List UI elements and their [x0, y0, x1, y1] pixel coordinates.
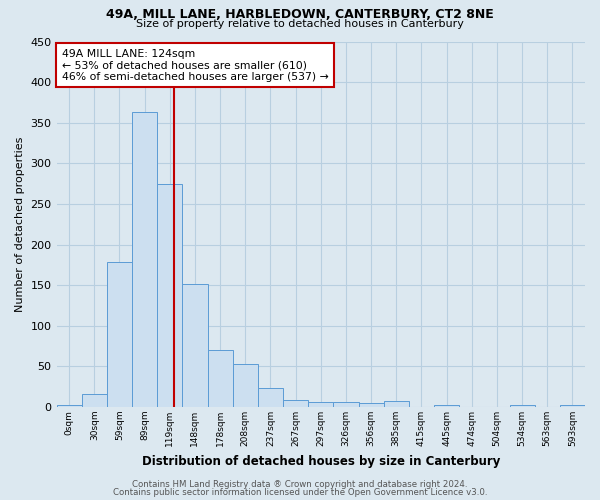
Bar	[383, 402, 409, 407]
Bar	[308, 402, 334, 407]
Text: 49A MILL LANE: 124sqm
← 53% of detached houses are smaller (610)
46% of semi-det: 49A MILL LANE: 124sqm ← 53% of detached …	[62, 49, 329, 82]
Bar	[509, 406, 535, 407]
Bar	[56, 406, 82, 407]
Bar	[434, 406, 459, 407]
Bar	[182, 284, 208, 407]
Bar	[334, 402, 359, 407]
Bar	[233, 364, 258, 407]
Y-axis label: Number of detached properties: Number of detached properties	[15, 136, 25, 312]
Bar	[283, 400, 308, 407]
Bar	[560, 404, 585, 407]
Bar	[258, 388, 283, 407]
Text: 49A, MILL LANE, HARBLEDOWN, CANTERBURY, CT2 8NE: 49A, MILL LANE, HARBLEDOWN, CANTERBURY, …	[106, 8, 494, 20]
Text: Contains HM Land Registry data ® Crown copyright and database right 2024.: Contains HM Land Registry data ® Crown c…	[132, 480, 468, 489]
X-axis label: Distribution of detached houses by size in Canterbury: Distribution of detached houses by size …	[142, 454, 500, 468]
Bar	[132, 112, 157, 407]
Bar	[157, 184, 182, 407]
Bar	[107, 262, 132, 407]
Bar	[359, 403, 383, 407]
Text: Contains public sector information licensed under the Open Government Licence v3: Contains public sector information licen…	[113, 488, 487, 497]
Text: Size of property relative to detached houses in Canterbury: Size of property relative to detached ho…	[136, 19, 464, 29]
Bar	[208, 350, 233, 407]
Bar	[82, 394, 107, 407]
